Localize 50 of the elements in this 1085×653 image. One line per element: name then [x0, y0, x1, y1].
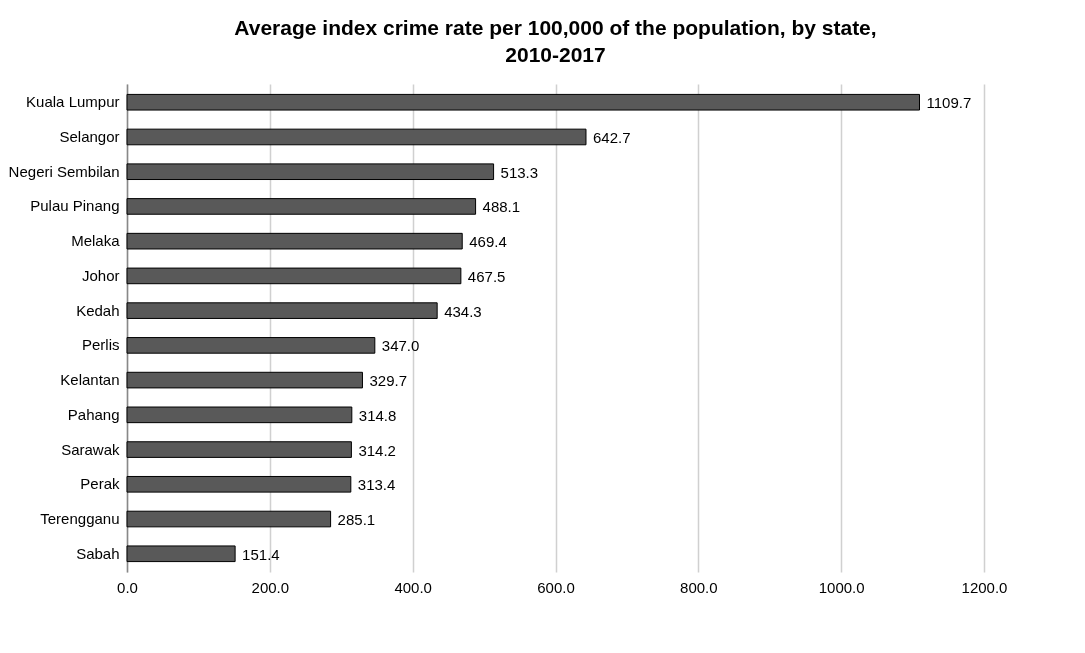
data-label: 314.2 [358, 441, 396, 459]
data-label: 513.3 [500, 163, 539, 181]
y-tick-label: Selangor [59, 127, 120, 145]
bar [126, 545, 236, 563]
y-tick-label: Johor [81, 266, 120, 284]
data-label: 314.8 [358, 406, 397, 424]
data-label: 329.7 [369, 372, 408, 390]
data-label: 285.1 [337, 511, 376, 529]
x-tick-label: 400.0 [394, 578, 432, 596]
bar [126, 93, 921, 111]
x-tick-label: 0.0 [117, 578, 138, 596]
y-tick-label: Sarawak [61, 440, 120, 458]
bar [126, 510, 332, 528]
y-tick-label: Melaka [71, 232, 121, 250]
y-tick-label: Perlis [81, 336, 120, 354]
data-label: 434.3 [444, 302, 482, 320]
bar [126, 163, 495, 181]
bar [126, 441, 352, 458]
bar [126, 475, 352, 493]
data-label: 1109.7 [926, 94, 972, 112]
data-label: 313.4 [357, 476, 396, 494]
bar [126, 267, 462, 285]
bar [126, 406, 353, 424]
y-tick-label: Kuala Lumpur [26, 93, 120, 111]
data-label: 469.4 [469, 233, 507, 251]
y-tick-label: Pulau Pinang [30, 197, 120, 215]
y-tick-label: Negeri Sembilan [8, 162, 120, 180]
x-tick-label: 800.0 [680, 578, 718, 596]
y-tick-label: Sabah [76, 544, 120, 562]
bar [126, 302, 438, 319]
bar [126, 232, 463, 250]
x-tick-label: 1000.0 [818, 578, 865, 596]
bar [126, 198, 477, 215]
x-tick-label: 1200.0 [961, 578, 1008, 596]
bar [126, 337, 376, 354]
bar [126, 128, 587, 146]
x-tick-label: 200.0 [251, 578, 290, 596]
y-tick-label: Terengganu [40, 510, 120, 528]
x-tick-label: 600.0 [537, 578, 575, 596]
chart-title: Average index crime rate per 100,000 of the population, by state, 2010-2017 [234, 16, 877, 66]
data-label: 347.0 [381, 337, 420, 355]
y-tick-label: Perak [80, 475, 120, 493]
bar [126, 371, 363, 389]
data-label: 642.7 [592, 128, 631, 146]
data-label: 151.4 [242, 545, 280, 563]
y-tick-label: Pahang [67, 405, 120, 423]
data-label: 488.1 [482, 198, 521, 216]
y-tick-label: Kelantan [60, 371, 120, 389]
y-tick-label: Kedah [76, 301, 120, 319]
data-label: 467.5 [467, 267, 506, 285]
